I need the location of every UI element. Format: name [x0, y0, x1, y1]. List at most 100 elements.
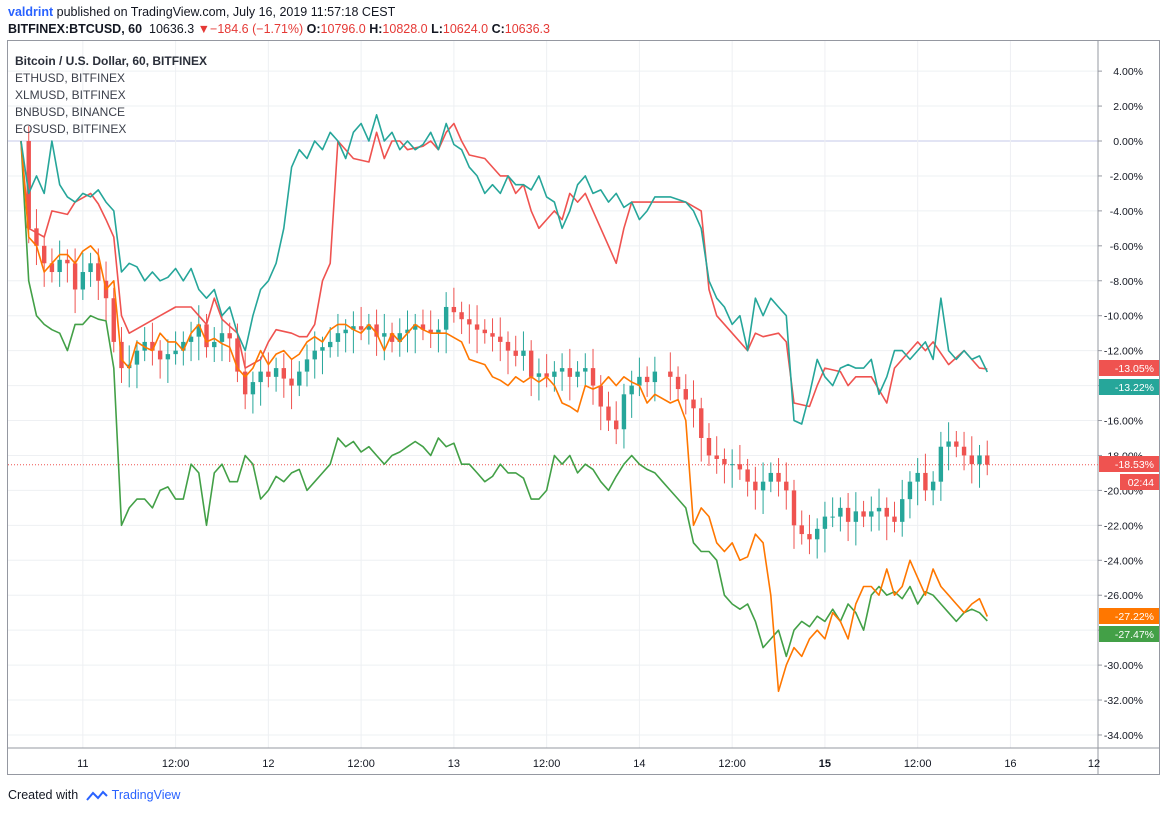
btc-candle-body	[165, 354, 171, 360]
btc-candle-body	[150, 341, 155, 351]
legend-main[interactable]: Bitcoin / U.S. Dollar, 60, BITFINEX	[15, 54, 208, 68]
btc-candle-body	[281, 368, 287, 379]
btc-candle-body	[490, 333, 495, 337]
btc-candle-body	[528, 350, 534, 377]
btc-candle-body	[57, 259, 62, 273]
created-with-label: Created with	[8, 788, 79, 802]
open-value: 10796.0	[320, 22, 366, 36]
x-tick-label: 12	[1088, 758, 1100, 770]
btc-candle-body	[637, 376, 642, 386]
y-tick-label: -34.00%	[1104, 730, 1143, 742]
btc-candle-body	[606, 406, 611, 421]
legend-xlm[interactable]: XLMUSD, BITFINEX	[15, 88, 126, 102]
bnb-last-tag: -13.22%	[1099, 379, 1159, 395]
btc-candle-body	[266, 371, 271, 377]
y-tick-label: -8.00%	[1110, 276, 1143, 288]
btc-candle-body	[838, 507, 843, 517]
x-tick-label: 12	[262, 758, 274, 770]
btc-candle-body	[88, 263, 93, 273]
btc-candle-body	[312, 350, 317, 360]
btc-candle-body	[729, 464, 735, 466]
btc-candle-body	[900, 499, 905, 522]
btc-candle-body	[351, 326, 356, 330]
y-tick-label: -4.00%	[1110, 206, 1143, 218]
eos-last-tag-text: -27.47%	[1115, 629, 1154, 641]
y-tick-label: 4.00%	[1113, 66, 1143, 78]
btc-candle-body	[583, 368, 588, 372]
btc-candle-body	[513, 350, 518, 356]
btc-candle-body	[675, 376, 681, 390]
close-value: 10636.3	[504, 22, 550, 36]
btc-candle-body	[343, 329, 348, 334]
x-tick-label: 12:00	[533, 758, 561, 770]
y-tick-label: -24.00%	[1104, 555, 1143, 567]
btc-candle-body	[598, 385, 603, 407]
legend-bnb[interactable]: BNBUSD, BINANCE	[15, 105, 126, 119]
btc-candle-body	[869, 511, 874, 517]
legend-eth[interactable]: ETHUSD, BITFINEX	[15, 71, 126, 85]
btc-candle-body	[451, 306, 457, 313]
btc-candle-body	[420, 324, 426, 330]
btc-candle-body	[575, 371, 580, 377]
btc-candle-body	[830, 516, 835, 518]
xlm-last-tag-text: -27.22%	[1115, 611, 1154, 623]
series-line-xlmusd	[20, 140, 989, 693]
btc-candle-body	[807, 534, 812, 540]
eth-last-tag-bg	[1099, 360, 1159, 376]
x-tick-label: 16	[1004, 758, 1016, 770]
btc-candle-body	[930, 481, 936, 491]
legend-eos[interactable]: EOSUSD, BITFINEX	[15, 122, 127, 136]
btc-candle-body	[26, 141, 31, 229]
btc-candle-body	[320, 347, 325, 351]
btc-candle-body	[436, 329, 441, 334]
btc-candle-body	[861, 511, 866, 517]
btc-candle-body	[614, 420, 619, 430]
x-tick-label: 14	[633, 758, 645, 770]
xlm-last-tag: -27.22%	[1099, 608, 1159, 624]
x-tick-label: 15	[819, 758, 831, 770]
btc-candle-body	[691, 399, 696, 409]
y-tick-label: -32.00%	[1104, 695, 1143, 707]
btc-candle-body	[188, 336, 194, 342]
ohlc-line: BITFINEX:BTCUSD, 60 10636.3 ▼−184.6 (−1.…	[8, 22, 550, 36]
btc-candle-body	[567, 368, 573, 377]
btc-candle-body	[784, 481, 789, 491]
x-tick-label: 12:00	[904, 758, 932, 770]
btc-last-tag-text: -18.53%	[1115, 459, 1154, 471]
high-label: H:	[369, 22, 383, 36]
btc-candle-body	[544, 373, 549, 377]
btc-candle-body	[212, 341, 217, 348]
series-line-eosusd	[20, 140, 988, 658]
btc-candle-body	[428, 329, 433, 334]
x-tick-label: 13	[448, 758, 460, 770]
btc-candle-body	[977, 455, 982, 465]
btc-candle-body	[474, 324, 480, 330]
btc-candle-body	[737, 464, 743, 470]
btc-candle-body	[683, 389, 688, 400]
btc-candle-body	[397, 333, 402, 342]
y-tick-label: 2.00%	[1113, 101, 1143, 113]
bnb-last-tag-text: -13.22%	[1115, 382, 1154, 394]
series-legend: Bitcoin / U.S. Dollar, 60, BITFINEX ETHU…	[15, 53, 207, 138]
x-tick-label: 11	[77, 758, 88, 770]
down-arrow-icon: ▼	[197, 22, 211, 36]
btc-candle-body	[822, 516, 828, 529]
btc-candle-body	[273, 368, 279, 377]
open-label: O:	[306, 22, 321, 36]
eth-last-tag-text: -13.05%	[1115, 363, 1154, 375]
btc-candle-body	[358, 326, 364, 330]
tradingview-brand-link[interactable]: TradingView	[111, 788, 181, 802]
btc-candle-body	[459, 312, 464, 320]
high-value: 10828.0	[382, 22, 428, 36]
btc-candle-body	[938, 446, 944, 482]
btc-candle-body	[382, 333, 387, 337]
btc-candle-body	[405, 329, 410, 334]
author-link[interactable]: valdrint	[8, 5, 54, 19]
btc-candle-body	[498, 336, 503, 342]
btc-candle-body	[699, 408, 704, 438]
y-tick-label: -30.00%	[1104, 660, 1143, 672]
btc-candle-body	[196, 324, 201, 337]
btc-candle-body	[258, 371, 263, 383]
btc-candle-body	[559, 368, 565, 372]
